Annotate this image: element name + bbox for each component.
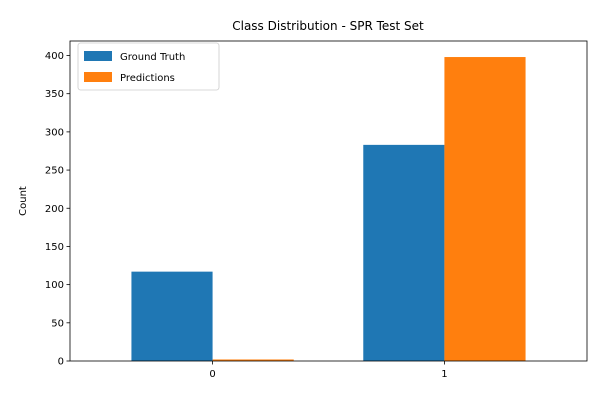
x-tick-label: 0 [209,369,215,380]
y-tick-label: 250 [45,166,64,177]
y-axis: 0 50 100 150 200 250 300 350 400 [45,51,70,368]
legend-label: Predictions [120,73,175,84]
y-tick-label: 100 [45,280,64,291]
bar-predictions-0 [212,359,294,361]
y-tick-label: 150 [45,242,64,253]
x-tick-label: 1 [441,369,447,380]
bar-ground-truth-1 [363,144,445,361]
chart-title: Class Distribution - SPR Test Set [232,19,424,33]
bars-group [131,57,526,362]
y-tick-label: 350 [45,89,64,100]
bar-predictions-1 [444,57,526,362]
legend-box [77,42,220,91]
legend-swatch [84,72,112,82]
legend: Ground Truth Predictions [77,42,220,91]
y-tick-label: 50 [51,318,64,329]
y-tick-label: 200 [45,204,64,215]
bar-ground-truth-0 [131,271,213,361]
legend-label: Ground Truth [120,52,185,63]
y-tick-label: 400 [45,51,64,62]
plot-frame [69,40,588,362]
y-tick-label: 0 [58,357,64,368]
legend-swatch [84,51,112,61]
y-axis-label: Count [18,186,29,216]
y-tick-label: 300 [45,127,64,138]
